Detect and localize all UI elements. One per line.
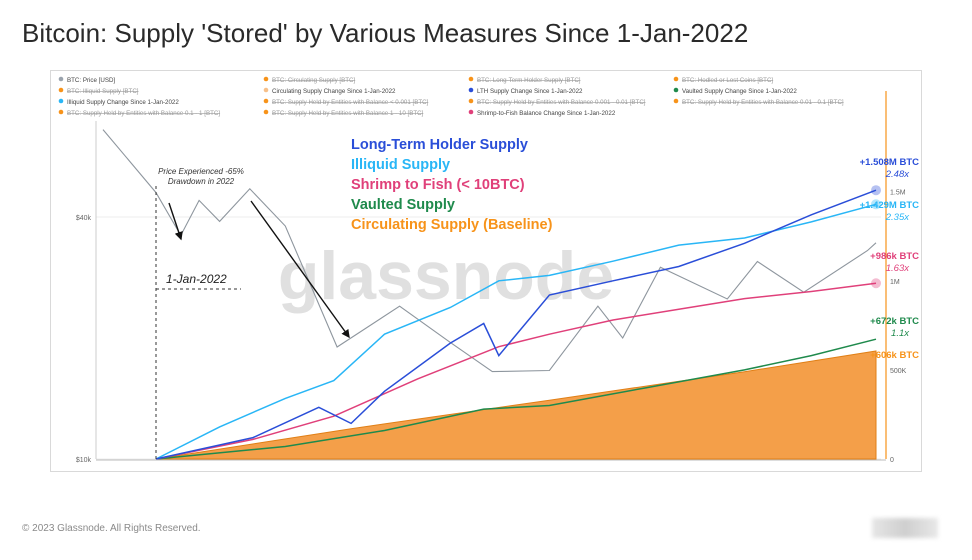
legend-swatch [468, 76, 474, 82]
legend-item: BTC: Price [USD] [67, 77, 115, 84]
end-label-value: +1.429M BTC [860, 200, 920, 211]
legend-swatch [58, 109, 64, 115]
legend-item: LTH Supply Change Since 1-Jan-2022 [477, 88, 583, 95]
watermark: glassnode [278, 238, 614, 314]
legend-swatch [673, 98, 679, 104]
legend-swatch [58, 98, 64, 104]
legend-swatch [673, 76, 679, 82]
legend-swatch [468, 98, 474, 104]
legend-swatch [468, 109, 474, 115]
end-label-value: +986k BTC [870, 251, 919, 262]
legend-item: BTC: Circulating Supply [BTC] [272, 77, 355, 84]
line-illiquid-supply [155, 203, 877, 460]
legend-item: Illiquid Supply Change Since 1-Jan-2022 [67, 99, 179, 106]
legend-item: BTC: Supply Held by Entities with Balanc… [477, 99, 646, 106]
y-right-tick: 500K [890, 368, 907, 375]
end-label-value: +1.508M BTC [860, 157, 920, 168]
legend-item: BTC: Hodled or Lost Coins [BTC] [682, 77, 773, 84]
drawdown-arrow [168, 202, 183, 241]
legend-item: Vaulted Supply Change Since 1-Jan-2022 [682, 88, 797, 95]
legend-swatch [468, 87, 474, 93]
chart-panel: BTC: Price [USD] BTC: Circulating Supply … [50, 70, 922, 481]
series-labels: Long-Term Holder Supply Illiquid Supply Sh… [351, 137, 553, 233]
legend-swatch [263, 109, 269, 115]
series-label: Circulating Supply (Baseline) [351, 217, 553, 233]
series-group [102, 129, 881, 460]
legend-swatch [263, 76, 269, 82]
watermark-text: glassnode [278, 238, 614, 314]
end-marker [871, 278, 881, 289]
legend-swatch [58, 87, 64, 93]
y-left-tick: $40k [76, 215, 92, 222]
legend-swatch [58, 76, 64, 82]
chart-svg: BTC: Price [USD] BTC: Circulating Supply … [58, 76, 920, 481]
chart-title: Bitcoin: Supply 'Stored' by Various Meas… [22, 18, 749, 48]
y-right-tick: 0 [890, 457, 894, 464]
end-label-multiple: 1.63x [886, 263, 910, 274]
series-label: Illiquid Supply [351, 157, 450, 173]
line-vaulted-supply [155, 338, 877, 460]
legend-swatch [263, 98, 269, 104]
drawdown-label: Drawdown in 2022 [168, 177, 235, 186]
line-shrimp-to-fish [155, 282, 877, 460]
area-circulating-supply [155, 350, 877, 460]
series-label: Shrimp to Fish (< 10BTC) [351, 177, 525, 193]
legend-item: BTC: Supply Held by Entities with Balanc… [682, 99, 844, 106]
end-label-value: +606k BTC [870, 350, 919, 361]
legend-item: BTC: Long-Term Holder Supply [BTC] [477, 77, 581, 84]
legend: BTC: Price [USD] BTC: Circulating Supply … [58, 76, 844, 117]
drawdown-label: Price Experienced -65% [158, 167, 244, 176]
end-marker [871, 185, 881, 196]
copyright-text: © 2023 Glassnode. All Rights Reserved. [22, 523, 201, 534]
legend-item: BTC: Illiquid Supply [BTC] [67, 88, 139, 95]
y-left-tick: $10k [76, 457, 92, 464]
line-lth-supply [155, 189, 877, 460]
blurred-watermark [872, 518, 938, 538]
annotations: 1-Jan-2022 Price Experienced -65%Drawdown… [155, 167, 350, 459]
series-label: Long-Term Holder Supply [351, 137, 528, 153]
end-label-multiple: 2.48x [885, 169, 910, 180]
legend-item: BTC: Supply Held by Entities with Balanc… [272, 99, 429, 106]
end-marker [871, 199, 881, 210]
legend-swatch [673, 87, 679, 93]
y-right-tick: 1.5M [890, 190, 906, 197]
legend-item: Circulating Supply Change Since 1-Jan-20… [272, 88, 396, 95]
end-label-multiple: 2.35x [885, 212, 910, 223]
drawdown-arrow [250, 200, 350, 339]
legend-item: Shrimp-to-Fish Balance Change Since 1-Ja… [477, 110, 616, 117]
y-right-tick: 1M [890, 279, 900, 286]
end-label-value: +672k BTC [870, 316, 919, 327]
legend-item: BTC: Supply Held by Entities with Balanc… [67, 110, 220, 117]
start-date-label: 1-Jan-2022 [166, 272, 227, 286]
end-label-multiple: 1.1x [891, 328, 910, 339]
legend-item: BTC: Supply Held by Entities with Balanc… [272, 110, 424, 117]
legend-swatch [263, 87, 269, 93]
series-label: Vaulted Supply [351, 197, 455, 213]
